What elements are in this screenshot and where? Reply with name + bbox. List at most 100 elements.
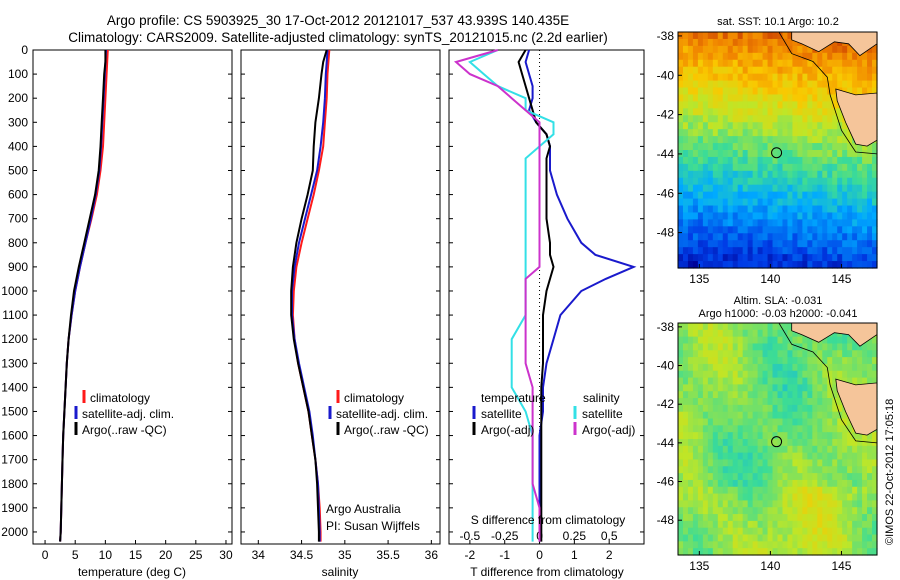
map-cell	[822, 52, 828, 61]
map-cell	[732, 240, 739, 248]
map-cell	[767, 73, 774, 82]
map-cell	[862, 479, 868, 488]
map-cell	[862, 240, 868, 248]
map-cell	[707, 500, 714, 508]
map-cell	[727, 425, 734, 433]
map-cell	[737, 136, 744, 144]
map-cell	[687, 418, 694, 426]
map-cell	[767, 377, 774, 386]
y-tick-label: -46	[657, 475, 675, 489]
x-tick-label: 145	[831, 272, 851, 286]
map-cell	[807, 520, 813, 529]
map-cell	[687, 184, 694, 193]
map-cell	[857, 452, 863, 461]
map-cell	[852, 432, 858, 440]
map-cell	[752, 45, 759, 54]
map-cell	[702, 261, 709, 269]
map-cell	[847, 254, 853, 262]
map-cell	[712, 170, 719, 179]
map-cell	[852, 143, 858, 151]
map-cell	[777, 108, 784, 116]
map-cell	[812, 66, 818, 75]
map-cell	[732, 486, 739, 495]
map-cell	[852, 198, 858, 207]
map-cell	[757, 493, 764, 502]
map-cell	[767, 150, 774, 158]
map-cell	[697, 404, 704, 413]
map-cell	[707, 534, 714, 542]
map-cell	[687, 52, 694, 61]
map-cell	[857, 143, 863, 151]
map-cell	[842, 418, 848, 426]
map-cell	[692, 452, 699, 461]
map-cell	[732, 425, 739, 433]
map-cell	[678, 184, 684, 193]
map-cell	[872, 493, 878, 502]
map-cell	[712, 150, 719, 158]
map-cell	[777, 398, 784, 406]
map-cell	[702, 52, 709, 61]
map-cell	[717, 52, 724, 61]
y-tick-label: -46	[657, 186, 675, 200]
map-cell	[747, 343, 754, 351]
map-cell	[732, 170, 739, 179]
map-cell	[787, 87, 794, 96]
map-cell	[792, 205, 798, 214]
map-cell	[772, 73, 779, 82]
map-cell	[837, 486, 843, 495]
map-cell	[797, 150, 803, 158]
map-cell	[852, 445, 858, 454]
map-cell	[717, 247, 724, 255]
map-cell	[732, 391, 739, 399]
map-cell	[817, 143, 823, 151]
map-cell	[682, 122, 689, 130]
map-cell	[682, 350, 689, 358]
map-cell	[852, 459, 858, 467]
map-cell	[687, 177, 694, 186]
map-cell	[747, 226, 754, 234]
map-cell	[777, 432, 784, 440]
map-cell	[722, 432, 729, 440]
map-cell	[822, 66, 828, 75]
map-cell	[757, 143, 764, 151]
y-tick-label: -40	[657, 359, 675, 373]
map-cell	[762, 212, 769, 221]
map-cell	[777, 240, 784, 248]
map-cell	[692, 445, 699, 454]
map-cell	[782, 233, 789, 241]
map-cell	[872, 507, 878, 515]
map-cell	[827, 548, 833, 556]
map-cell	[802, 80, 808, 89]
x-tick-label: 10	[99, 548, 113, 562]
map-cell	[802, 418, 808, 426]
map-cell	[732, 32, 739, 40]
map-cell	[712, 101, 719, 109]
map-cell	[732, 336, 739, 345]
map-cell	[822, 343, 828, 351]
map-cell	[782, 370, 789, 379]
map-cell	[852, 479, 858, 488]
map-cell	[822, 108, 828, 116]
map-cell	[722, 445, 729, 454]
y-tick-label: -40	[657, 68, 675, 82]
map-cell	[747, 156, 754, 165]
map-cell	[797, 541, 803, 549]
legend-salinity-title: salinity	[583, 391, 620, 405]
map-cell	[757, 38, 764, 47]
map-cell	[737, 548, 744, 556]
map-cell	[777, 534, 784, 542]
map-cell	[837, 425, 843, 433]
map-cell	[687, 212, 694, 221]
map-cell	[787, 541, 794, 549]
map-cell	[852, 59, 858, 68]
map-cell	[742, 466, 749, 474]
map-cell	[802, 514, 808, 522]
map-cell	[697, 170, 704, 179]
map-cell	[792, 357, 798, 365]
map-cell	[692, 115, 699, 123]
map-cell	[717, 432, 724, 440]
map-cell	[732, 261, 739, 269]
map-cell	[752, 156, 759, 165]
map-cell	[712, 363, 719, 372]
map-cell	[782, 52, 789, 61]
